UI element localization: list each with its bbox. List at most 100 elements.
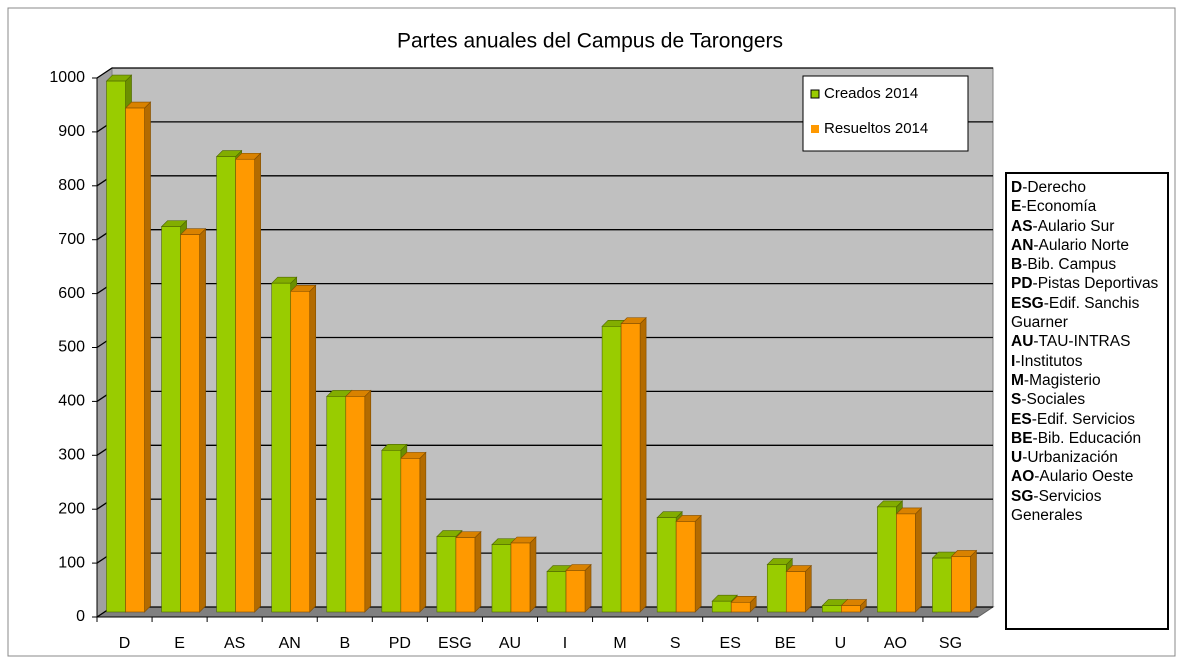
y-tick-label: 800 — [58, 177, 85, 194]
y-tick-label: 1000 — [49, 69, 85, 86]
bar — [235, 158, 255, 613]
bar — [601, 326, 622, 613]
abbreviation: AO-Aulario Oeste — [1011, 467, 1165, 486]
bar — [381, 449, 402, 613]
abbreviation-text: -Aulario Oeste — [1034, 468, 1134, 486]
abbreviation-code: M — [1011, 371, 1024, 389]
abbreviation-code: I — [1011, 352, 1016, 370]
bar — [730, 601, 751, 613]
y-tick-label: 900 — [58, 123, 85, 140]
x-tick-label: I — [563, 635, 567, 652]
bar — [345, 396, 366, 613]
x-tick-label: SG — [939, 635, 962, 652]
abbreviation-code: D — [1011, 179, 1023, 196]
bar — [785, 571, 806, 613]
abbreviation: BE-Bib. Educación — [1011, 429, 1165, 448]
y-tick-label: 500 — [58, 339, 85, 356]
abbreviation-text: -TAU-INTRAS — [1033, 333, 1131, 351]
abbreviation-text: -Bib. Educación — [1032, 429, 1142, 447]
abbreviation: ES-Edif. Servicios — [1011, 410, 1165, 429]
x-tick-label: E — [174, 635, 185, 652]
abbreviation-code: U — [1011, 449, 1023, 467]
x-tick-label: B — [339, 635, 350, 652]
abbreviation-code: ESG — [1011, 294, 1044, 312]
x-tick-label: AN — [279, 635, 301, 652]
bar — [106, 80, 126, 613]
legend-swatch — [810, 89, 820, 99]
bar — [656, 517, 677, 613]
grid-line — [96, 67, 993, 79]
abbreviation-text: -Aulario Norte — [1033, 236, 1130, 254]
abbreviation-text: -Bib. Campus — [1022, 256, 1117, 274]
x-tick-label: ESG — [438, 635, 472, 652]
abbreviation-box: D-Derecho E-Economía AS-Aulario Sur AN-Aula… — [1005, 172, 1169, 630]
y-tick-label: 100 — [58, 554, 85, 571]
abbreviation-code: AS — [1011, 217, 1033, 235]
abbreviation: B-Bib. Campus — [1011, 255, 1165, 274]
bar — [877, 506, 897, 613]
y-tick-label: 200 — [58, 500, 85, 517]
y-tick-label: 300 — [58, 447, 85, 464]
abbreviation: E-Economía — [1011, 197, 1165, 216]
abbreviation: PD-Pistas Deportivas — [1011, 274, 1165, 293]
legend-label: Creados 2014 — [824, 85, 918, 102]
abbreviation-text: -Edif. Servicios — [1031, 410, 1136, 428]
bar-side — [529, 536, 537, 613]
x-tick-label: AO — [884, 635, 907, 652]
bar-side — [915, 507, 922, 613]
abbreviation: AU-TAU-INTRAS — [1011, 332, 1165, 351]
bar — [271, 282, 292, 613]
x-tick-label: BE — [775, 635, 796, 652]
abbreviation-text: -Institutos — [1015, 352, 1083, 370]
abbreviation: ESG-Edif. Sanchis Guarner — [1011, 294, 1165, 333]
x-tick-label: PD — [389, 635, 411, 652]
bar — [841, 605, 861, 613]
bar-side — [474, 530, 482, 613]
abbreviation-text: -Urbanización — [1022, 449, 1118, 467]
x-tick-label: AU — [499, 635, 521, 652]
bar — [180, 234, 200, 613]
bar — [932, 557, 952, 613]
abbreviation-text: -Economía — [1021, 198, 1097, 216]
y-tick-label: 400 — [58, 393, 85, 410]
x-tick-label: D — [119, 635, 131, 652]
abbreviation-text: -Aulario Sur — [1032, 217, 1115, 235]
bar — [161, 226, 181, 613]
legend-box — [802, 75, 969, 152]
bar — [491, 544, 512, 613]
bar — [565, 570, 586, 613]
abbreviation-code: BE — [1011, 429, 1033, 447]
abbreviation-text: -Edif. Sanchis Guarner — [1011, 294, 1140, 332]
bar — [766, 564, 787, 613]
bar-side — [364, 389, 372, 613]
abbreviation-code: ES — [1011, 410, 1032, 428]
abbreviation: AS-Aulario Sur — [1011, 217, 1165, 236]
bar-side — [199, 227, 206, 613]
bar — [546, 571, 567, 613]
abbreviation-text: -Pistas Deportivas — [1032, 275, 1159, 293]
bar-side — [254, 152, 261, 613]
abbreviation: I-Institutos — [1011, 352, 1165, 371]
bar — [510, 542, 531, 613]
bar — [711, 600, 732, 613]
legend-label: Resueltos 2014 — [824, 120, 928, 137]
bar-side — [694, 514, 702, 613]
bar — [290, 290, 311, 613]
bar-side — [309, 284, 317, 613]
abbreviation: S-Sociales — [1011, 390, 1165, 409]
x-tick-label: S — [670, 635, 681, 652]
bar — [125, 107, 145, 613]
x-tick-label: AS — [224, 635, 245, 652]
bar — [455, 537, 476, 613]
abbreviation: D-Derecho — [1011, 178, 1165, 197]
y-tick-label: 700 — [58, 231, 85, 248]
abbreviation-text: -Magisterio — [1023, 371, 1101, 389]
y-tick-label: 0 — [76, 608, 85, 625]
bar-side — [639, 316, 647, 613]
x-tick-label: U — [835, 635, 847, 652]
bar — [326, 396, 347, 613]
bar — [951, 556, 971, 613]
bar — [822, 605, 842, 613]
